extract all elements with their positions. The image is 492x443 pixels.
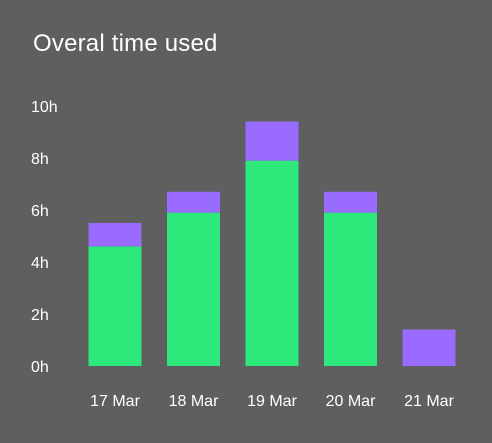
- bar-segment-top: [324, 191, 377, 213]
- x-tick-label: 18 Mar: [169, 393, 219, 410]
- y-tick-label: 6h: [31, 203, 49, 220]
- y-tick-label: 2h: [31, 307, 49, 324]
- y-tick-label: 8h: [31, 151, 49, 168]
- bar-segment-top: [167, 191, 220, 213]
- x-tick-label: 21 Mar: [404, 393, 454, 410]
- bar-segment-top: [245, 121, 299, 161]
- bar-segment-base: [245, 160, 299, 366]
- y-tick-label: 4h: [31, 255, 49, 272]
- chart-title: Overal time used: [33, 30, 218, 57]
- x-tick-label: 20 Mar: [326, 393, 376, 410]
- y-tick-label: 0h: [31, 359, 49, 376]
- bar-segment-base: [324, 212, 377, 366]
- x-tick-label: 19 Mar: [247, 393, 297, 410]
- y-tick-label: 10h: [31, 99, 58, 116]
- bar-segment-base: [167, 212, 220, 366]
- x-tick-label: 17 Mar: [90, 393, 140, 410]
- bar-segment-top: [88, 223, 142, 247]
- bar-segment-top: [402, 329, 456, 366]
- bar-segment-base: [88, 246, 142, 366]
